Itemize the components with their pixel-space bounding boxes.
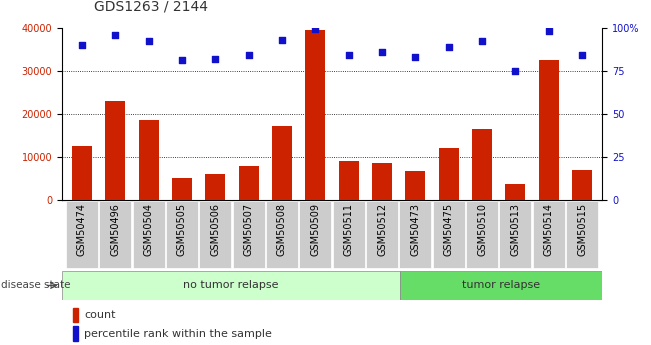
Bar [305, 30, 326, 200]
Bar [205, 174, 225, 200]
FancyBboxPatch shape [400, 271, 602, 300]
FancyBboxPatch shape [566, 201, 598, 268]
FancyBboxPatch shape [99, 201, 132, 268]
Bar [372, 164, 392, 200]
Text: GSM50504: GSM50504 [144, 203, 154, 256]
Bar [72, 146, 92, 200]
Point [377, 49, 387, 55]
FancyBboxPatch shape [232, 201, 265, 268]
Point [443, 44, 454, 49]
Bar [73, 326, 79, 341]
Bar [339, 161, 359, 200]
Text: percentile rank within the sample: percentile rank within the sample [84, 329, 271, 339]
FancyBboxPatch shape [199, 201, 231, 268]
Text: GSM50505: GSM50505 [177, 203, 187, 256]
Text: GSM50510: GSM50510 [477, 203, 487, 256]
Text: GSM50496: GSM50496 [110, 203, 120, 256]
Point [510, 68, 521, 73]
FancyBboxPatch shape [66, 201, 98, 268]
FancyBboxPatch shape [399, 201, 432, 268]
FancyBboxPatch shape [299, 201, 331, 268]
Text: GSM50506: GSM50506 [210, 203, 220, 256]
Bar [272, 126, 292, 200]
Text: count: count [84, 310, 115, 320]
FancyBboxPatch shape [133, 201, 165, 268]
Text: GSM50474: GSM50474 [77, 203, 87, 256]
Text: GDS1263 / 2144: GDS1263 / 2144 [94, 0, 208, 14]
Point [110, 32, 120, 37]
Point [410, 54, 421, 60]
Point [344, 52, 354, 58]
Text: GSM50473: GSM50473 [410, 203, 421, 256]
Point [77, 42, 87, 48]
Text: GSM50512: GSM50512 [377, 203, 387, 256]
Point [577, 52, 587, 58]
Text: GSM50507: GSM50507 [243, 203, 254, 256]
FancyBboxPatch shape [533, 201, 565, 268]
Text: GSM50514: GSM50514 [544, 203, 554, 256]
Point [544, 28, 554, 34]
FancyBboxPatch shape [466, 201, 498, 268]
FancyBboxPatch shape [62, 271, 400, 300]
Text: GSM50515: GSM50515 [577, 203, 587, 256]
Text: GSM50475: GSM50475 [444, 203, 454, 256]
Point [210, 56, 221, 61]
Text: disease state: disease state [1, 280, 70, 290]
Bar [539, 60, 559, 200]
Point [477, 39, 488, 44]
Bar [73, 308, 79, 322]
FancyBboxPatch shape [266, 201, 298, 268]
Bar [239, 167, 258, 200]
Bar [439, 148, 459, 200]
Bar [472, 129, 492, 200]
Text: GSM50511: GSM50511 [344, 203, 353, 256]
Text: no tumor relapse: no tumor relapse [183, 280, 279, 290]
Bar [572, 170, 592, 200]
Bar [139, 120, 159, 200]
Point [277, 37, 287, 42]
FancyBboxPatch shape [499, 201, 531, 268]
Bar [172, 178, 192, 200]
Text: GSM50513: GSM50513 [510, 203, 520, 256]
Point [310, 27, 320, 32]
Bar [505, 184, 525, 200]
Point [143, 39, 154, 44]
Text: tumor relapse: tumor relapse [462, 280, 540, 290]
Bar [105, 101, 125, 200]
FancyBboxPatch shape [166, 201, 198, 268]
Text: GSM50509: GSM50509 [311, 203, 320, 256]
Point [243, 52, 254, 58]
FancyBboxPatch shape [433, 201, 465, 268]
Text: GSM50508: GSM50508 [277, 203, 287, 256]
FancyBboxPatch shape [366, 201, 398, 268]
Point [176, 58, 187, 63]
FancyBboxPatch shape [333, 201, 365, 268]
Bar [406, 171, 425, 200]
